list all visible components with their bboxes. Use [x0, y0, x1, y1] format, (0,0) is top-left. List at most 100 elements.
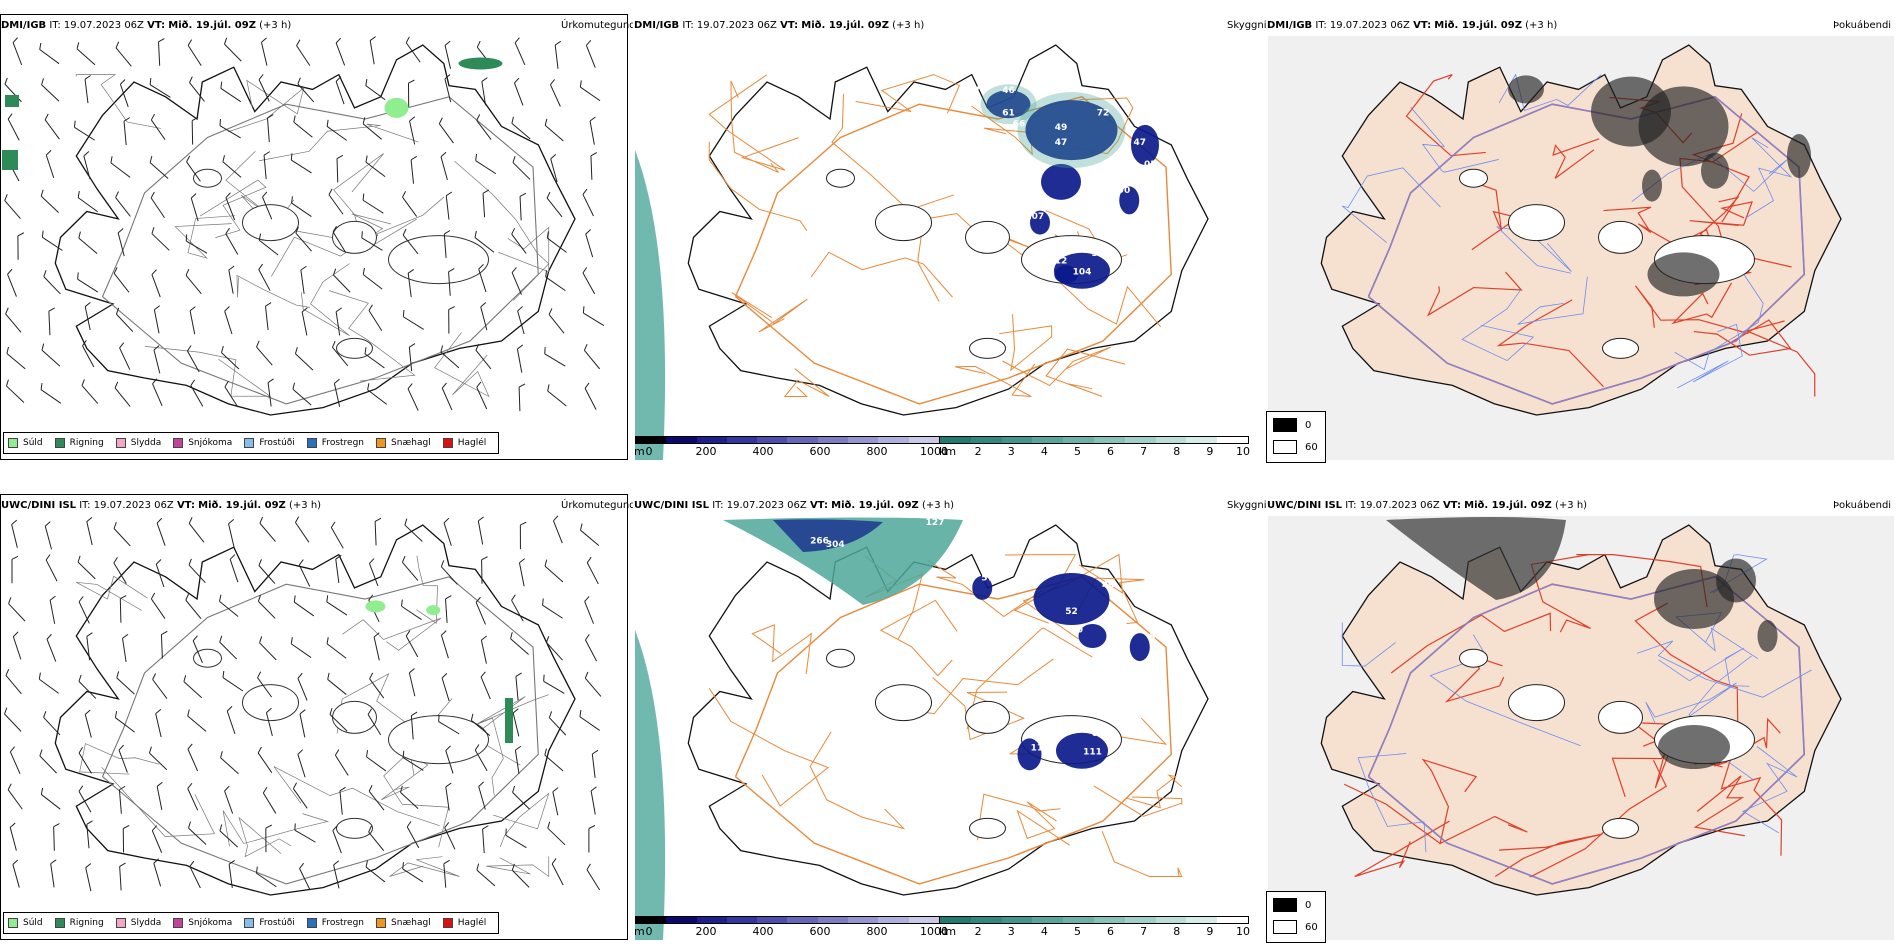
cloud-ceiling-label: 118 — [1031, 744, 1050, 754]
road-line — [174, 215, 236, 259]
cloud-ceiling-label: 7 — [974, 86, 980, 96]
wind-barb — [115, 41, 132, 67]
wind-barb — [228, 519, 235, 548]
wind-barb — [374, 517, 382, 546]
map-canvas[interactable] — [0, 480, 630, 943]
cloud-ceiling-label: 46 — [1002, 86, 1015, 96]
visibility_scale-colorbar — [939, 436, 1249, 444]
colorbar-step — [1063, 437, 1094, 443]
wind-barb — [582, 267, 596, 295]
wind-barb — [259, 516, 276, 542]
wind-barb — [514, 745, 522, 774]
wind-barb — [445, 745, 454, 774]
road-line — [1496, 299, 1604, 388]
wind-barb — [332, 268, 351, 293]
fog-index-area — [1642, 169, 1662, 202]
wind-barb — [478, 264, 487, 293]
scale-tick-label: 0 — [645, 445, 653, 458]
scale-tick-label: 600 — [809, 445, 831, 458]
colorbar-step — [1063, 917, 1094, 923]
cloud-ceiling-area — [1041, 163, 1081, 200]
ceiling_scale-colorbar — [635, 436, 940, 444]
wind-barb — [187, 743, 199, 772]
road-line — [79, 743, 160, 775]
wind-barb — [222, 155, 242, 178]
wind-barb — [4, 707, 22, 732]
wind-barb — [511, 863, 530, 888]
wind-barb — [482, 825, 489, 854]
wind-barb — [258, 263, 271, 291]
road-line — [1671, 282, 1733, 325]
road-line — [708, 141, 808, 231]
wind-barb — [552, 787, 559, 816]
road-line — [751, 624, 813, 675]
fog-legend-label: 0 — [1305, 419, 1312, 431]
colorbar-step — [817, 917, 849, 923]
wind-barb — [220, 346, 240, 370]
map-canvas[interactable] — [0, 0, 630, 463]
wind-barb — [150, 191, 165, 219]
panel-title: UWC/DINI ISL IT: 19.07.2023 06Z VT: Mið.… — [1, 500, 321, 512]
panel-title: UWC/DINI ISL IT: 19.07.2023 06Z VT: Mið.… — [634, 500, 954, 512]
wind-barb — [444, 822, 456, 850]
legend-item: Snæhagl — [376, 438, 431, 448]
glacier-outline — [1598, 220, 1643, 254]
wind-barb — [402, 191, 418, 217]
wind-barb — [511, 116, 531, 140]
scale-tick-label: 8 — [1173, 445, 1181, 458]
wind-barb — [406, 821, 420, 849]
wind-barb — [12, 37, 23, 66]
wind-barb — [7, 113, 20, 141]
scale-tick-label: 6 — [1107, 445, 1115, 458]
fog-index-area — [1701, 152, 1729, 189]
colorbar-step — [1124, 437, 1156, 443]
wind-barb — [114, 710, 135, 733]
wind-barb — [7, 268, 17, 297]
cloud-ceiling-label: 304 — [826, 540, 845, 550]
wind-barb — [155, 708, 162, 738]
wind-barb — [11, 555, 19, 584]
wind-barb — [482, 189, 490, 218]
low-visibility-area — [980, 84, 1037, 125]
wind-barb — [544, 347, 566, 367]
model-name: UWC/DINI ISL — [1267, 500, 1343, 511]
iceland-coastline — [687, 44, 1209, 416]
panel-title: DMI/IGB IT: 19.07.2023 06Z VT: Mið. 19.j… — [634, 20, 924, 32]
legend-label: Slydda — [130, 918, 162, 928]
wind-barb — [122, 633, 129, 663]
colorbar-step — [817, 437, 849, 443]
low-visibility-sea-area — [635, 630, 666, 940]
road-line — [493, 792, 550, 848]
legend-label: Slydda — [130, 438, 162, 448]
colorbar-step — [848, 917, 879, 923]
cloud-ceiling-label: 127 — [926, 518, 945, 528]
wind-barb — [189, 76, 205, 102]
fog-index-area — [1716, 558, 1756, 603]
wind-barb — [259, 636, 277, 661]
wind-barb — [228, 265, 235, 294]
wind-barb — [219, 635, 238, 660]
lead-time: (+3 h) — [1555, 500, 1588, 511]
wind-barb — [224, 380, 239, 408]
road-line — [1636, 640, 1812, 698]
wind-barb — [478, 781, 486, 810]
wind-barb — [86, 820, 93, 849]
wind-barb — [448, 267, 455, 296]
wind-barb — [331, 341, 349, 367]
wind-barb — [84, 301, 91, 331]
wind-barb — [187, 709, 207, 732]
colorbar-step — [1124, 917, 1156, 923]
map-canvas[interactable] — [1266, 480, 1896, 943]
wind-barb — [188, 517, 205, 543]
wind-barb — [408, 668, 416, 697]
wind-barb — [326, 637, 347, 659]
wind-barb — [265, 707, 273, 737]
wind-barb — [585, 229, 594, 258]
wind-barb — [222, 670, 244, 692]
valid-time: Mið. 19.júl. 09Z — [198, 500, 286, 511]
colorbar-step — [757, 917, 788, 923]
map-canvas[interactable] — [1266, 0, 1896, 463]
wind-barb — [7, 783, 23, 810]
